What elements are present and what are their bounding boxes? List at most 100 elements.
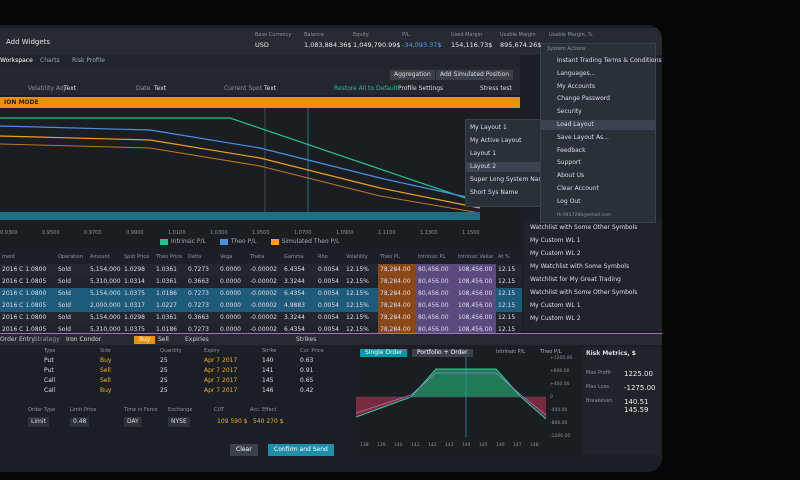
tab[interactable]: Risk Profile bbox=[72, 57, 105, 64]
layout-item[interactable]: My Active Layout bbox=[470, 137, 522, 144]
watchlist-item[interactable]: Watchlist with Some Other Symbols bbox=[530, 224, 638, 231]
cell: 0.0000 bbox=[220, 290, 241, 297]
cell: 2016 C 1.0800 bbox=[2, 290, 47, 297]
stat-label: P/L bbox=[402, 32, 410, 38]
stat-value: 1,083,884.36$ bbox=[304, 41, 352, 49]
payoff-y-tick: +400.00 bbox=[550, 382, 570, 387]
layout-item[interactable]: Super Long System Name bbox=[470, 176, 548, 183]
payoff-legend: Intrinsic P/L bbox=[496, 349, 526, 355]
theo-curve bbox=[0, 125, 481, 201]
cell: 1.0298 bbox=[124, 314, 145, 321]
menu-item[interactable]: Log Out bbox=[557, 197, 581, 205]
watchlist-item[interactable]: Watchlist for My Great Trading bbox=[530, 276, 621, 283]
payoff-y-tick: +1200.00 bbox=[550, 356, 573, 361]
field-value[interactable]: NYSE bbox=[168, 417, 190, 427]
menu-item[interactable]: My Accounts bbox=[557, 82, 595, 90]
button[interactable]: Clear bbox=[230, 444, 258, 456]
stat-value: 154,116.73$ bbox=[451, 41, 493, 49]
toolbar-link[interactable]: Restore All to Default bbox=[334, 85, 398, 92]
payoff-tab[interactable]: Single Order bbox=[360, 349, 408, 357]
button[interactable]: Confirm and Send bbox=[268, 444, 334, 456]
toolbar-link[interactable]: Profile Settings bbox=[398, 85, 444, 92]
leg-cell: 0.63 bbox=[300, 357, 314, 364]
stat-value: 895,674.26$ bbox=[500, 41, 542, 49]
column-header: Theta bbox=[250, 254, 265, 260]
tab[interactable]: Workspace bbox=[0, 57, 33, 64]
cell: 108,456.00 bbox=[456, 300, 496, 312]
layout-item[interactable]: Short Sys Name bbox=[470, 189, 519, 196]
watchlist-item[interactable]: Watchlist with Some Other Symbols bbox=[530, 289, 638, 296]
menu-item[interactable]: Change Password bbox=[557, 95, 610, 103]
menu-item[interactable]: Instant Trading Terms & Conditions bbox=[557, 57, 662, 64]
column-header: Gamma bbox=[284, 254, 304, 260]
legs-header: Type bbox=[44, 348, 56, 354]
menu-item[interactable]: Feedback bbox=[557, 146, 586, 154]
app-screen: Intrinsic P/L Theo P/L Simulated Theo P/L … bbox=[0, 25, 662, 472]
banner-bg bbox=[0, 97, 520, 108]
watchlist-item[interactable]: My Custom WL 2 bbox=[530, 315, 581, 322]
field-value[interactable]: 0.48 bbox=[70, 417, 90, 427]
toolbar-field: Current Spot bbox=[224, 85, 263, 92]
cell: 4.9883 bbox=[284, 302, 305, 309]
order-strikes[interactable]: Strikes bbox=[296, 336, 317, 343]
x-tick-label: 1.0900 bbox=[336, 230, 354, 236]
layout-item[interactable]: Layout 1 bbox=[470, 150, 497, 157]
order-buy[interactable]: Buy bbox=[134, 336, 156, 344]
watchlist-item[interactable]: My Custom WL 1 bbox=[530, 302, 581, 309]
layout-item[interactable]: Layout 2 bbox=[466, 162, 544, 172]
menu-item[interactable]: Security bbox=[557, 108, 582, 116]
cell: 12.15 bbox=[498, 290, 516, 297]
menu-item[interactable]: Save Layout As... bbox=[557, 133, 609, 141]
watchlist-item[interactable]: My Custom WL 1 bbox=[530, 237, 581, 244]
cell: 1.0361 bbox=[156, 266, 177, 273]
menu-item[interactable]: Load Layout bbox=[541, 120, 655, 130]
cell: 1.0314 bbox=[124, 278, 145, 285]
cell: Sold bbox=[58, 278, 71, 285]
watchlist-item[interactable]: My Watchlist with Some Symbols bbox=[530, 263, 630, 270]
risk-value: 140.51 bbox=[624, 398, 649, 406]
order-expiries[interactable]: Expiries bbox=[185, 336, 209, 343]
plot bbox=[0, 108, 520, 248]
cell: 0.0000 bbox=[220, 266, 241, 273]
cell: 0.3663 bbox=[188, 314, 209, 321]
leg-cell: Buy bbox=[100, 357, 112, 364]
cell: 1.0361 bbox=[156, 314, 177, 321]
layout-item[interactable]: My Layout 1 bbox=[470, 124, 507, 131]
menu-item[interactable]: Support bbox=[557, 159, 581, 167]
x-tick-label: 0.9500 bbox=[42, 230, 60, 236]
cell: 0.0054 bbox=[318, 314, 339, 321]
cell: 6.4354 bbox=[284, 266, 305, 273]
menu-item[interactable]: Clear Account bbox=[557, 185, 599, 192]
leg-cell: 141 bbox=[262, 367, 274, 374]
toolbar-field: Text bbox=[264, 85, 277, 92]
payoff-x-tick: 147 bbox=[513, 443, 522, 448]
cell: 0.7273 bbox=[188, 266, 209, 273]
order-sell[interactable]: Sell bbox=[158, 336, 169, 343]
cell: Sold bbox=[58, 314, 71, 321]
column-header: Theo PL bbox=[380, 254, 400, 260]
toolbar-link[interactable]: Stress test bbox=[480, 85, 512, 92]
cell: 108,456.00 bbox=[456, 264, 496, 276]
payoff-tab[interactable]: Portfolio + Order bbox=[412, 349, 473, 357]
field-value[interactable]: Limit bbox=[28, 417, 49, 427]
menu-item[interactable]: About Us bbox=[557, 172, 585, 180]
tab-bar bbox=[0, 55, 520, 67]
payoff-y-tick: -400.00 bbox=[550, 408, 568, 413]
cell: 12.15 bbox=[498, 326, 516, 333]
leg-cell: Apr 7 2017 bbox=[204, 377, 238, 384]
cell: 0.0054 bbox=[318, 278, 339, 285]
menu-item[interactable]: Languages... bbox=[557, 69, 596, 77]
column-header: Intrinsic Value bbox=[458, 254, 494, 260]
toolbar-button[interactable]: Aggregation bbox=[390, 70, 435, 80]
column-header: Vega bbox=[220, 254, 233, 260]
leg-cell: Sell bbox=[100, 377, 111, 384]
field-value[interactable]: DAY bbox=[124, 417, 142, 427]
stat-label: Used Margin bbox=[451, 32, 483, 38]
tab[interactable]: Charts bbox=[40, 57, 60, 64]
risk-label: Max Loss bbox=[586, 384, 609, 390]
legs-header: Expiry bbox=[204, 348, 220, 354]
order-strategy[interactable]: Iron Condor bbox=[66, 336, 102, 343]
cell: 0.0054 bbox=[318, 302, 339, 309]
watchlist-item[interactable]: My Custom WL 2 bbox=[530, 250, 581, 257]
toolbar-button[interactable]: Add Simulated Position bbox=[436, 70, 514, 80]
